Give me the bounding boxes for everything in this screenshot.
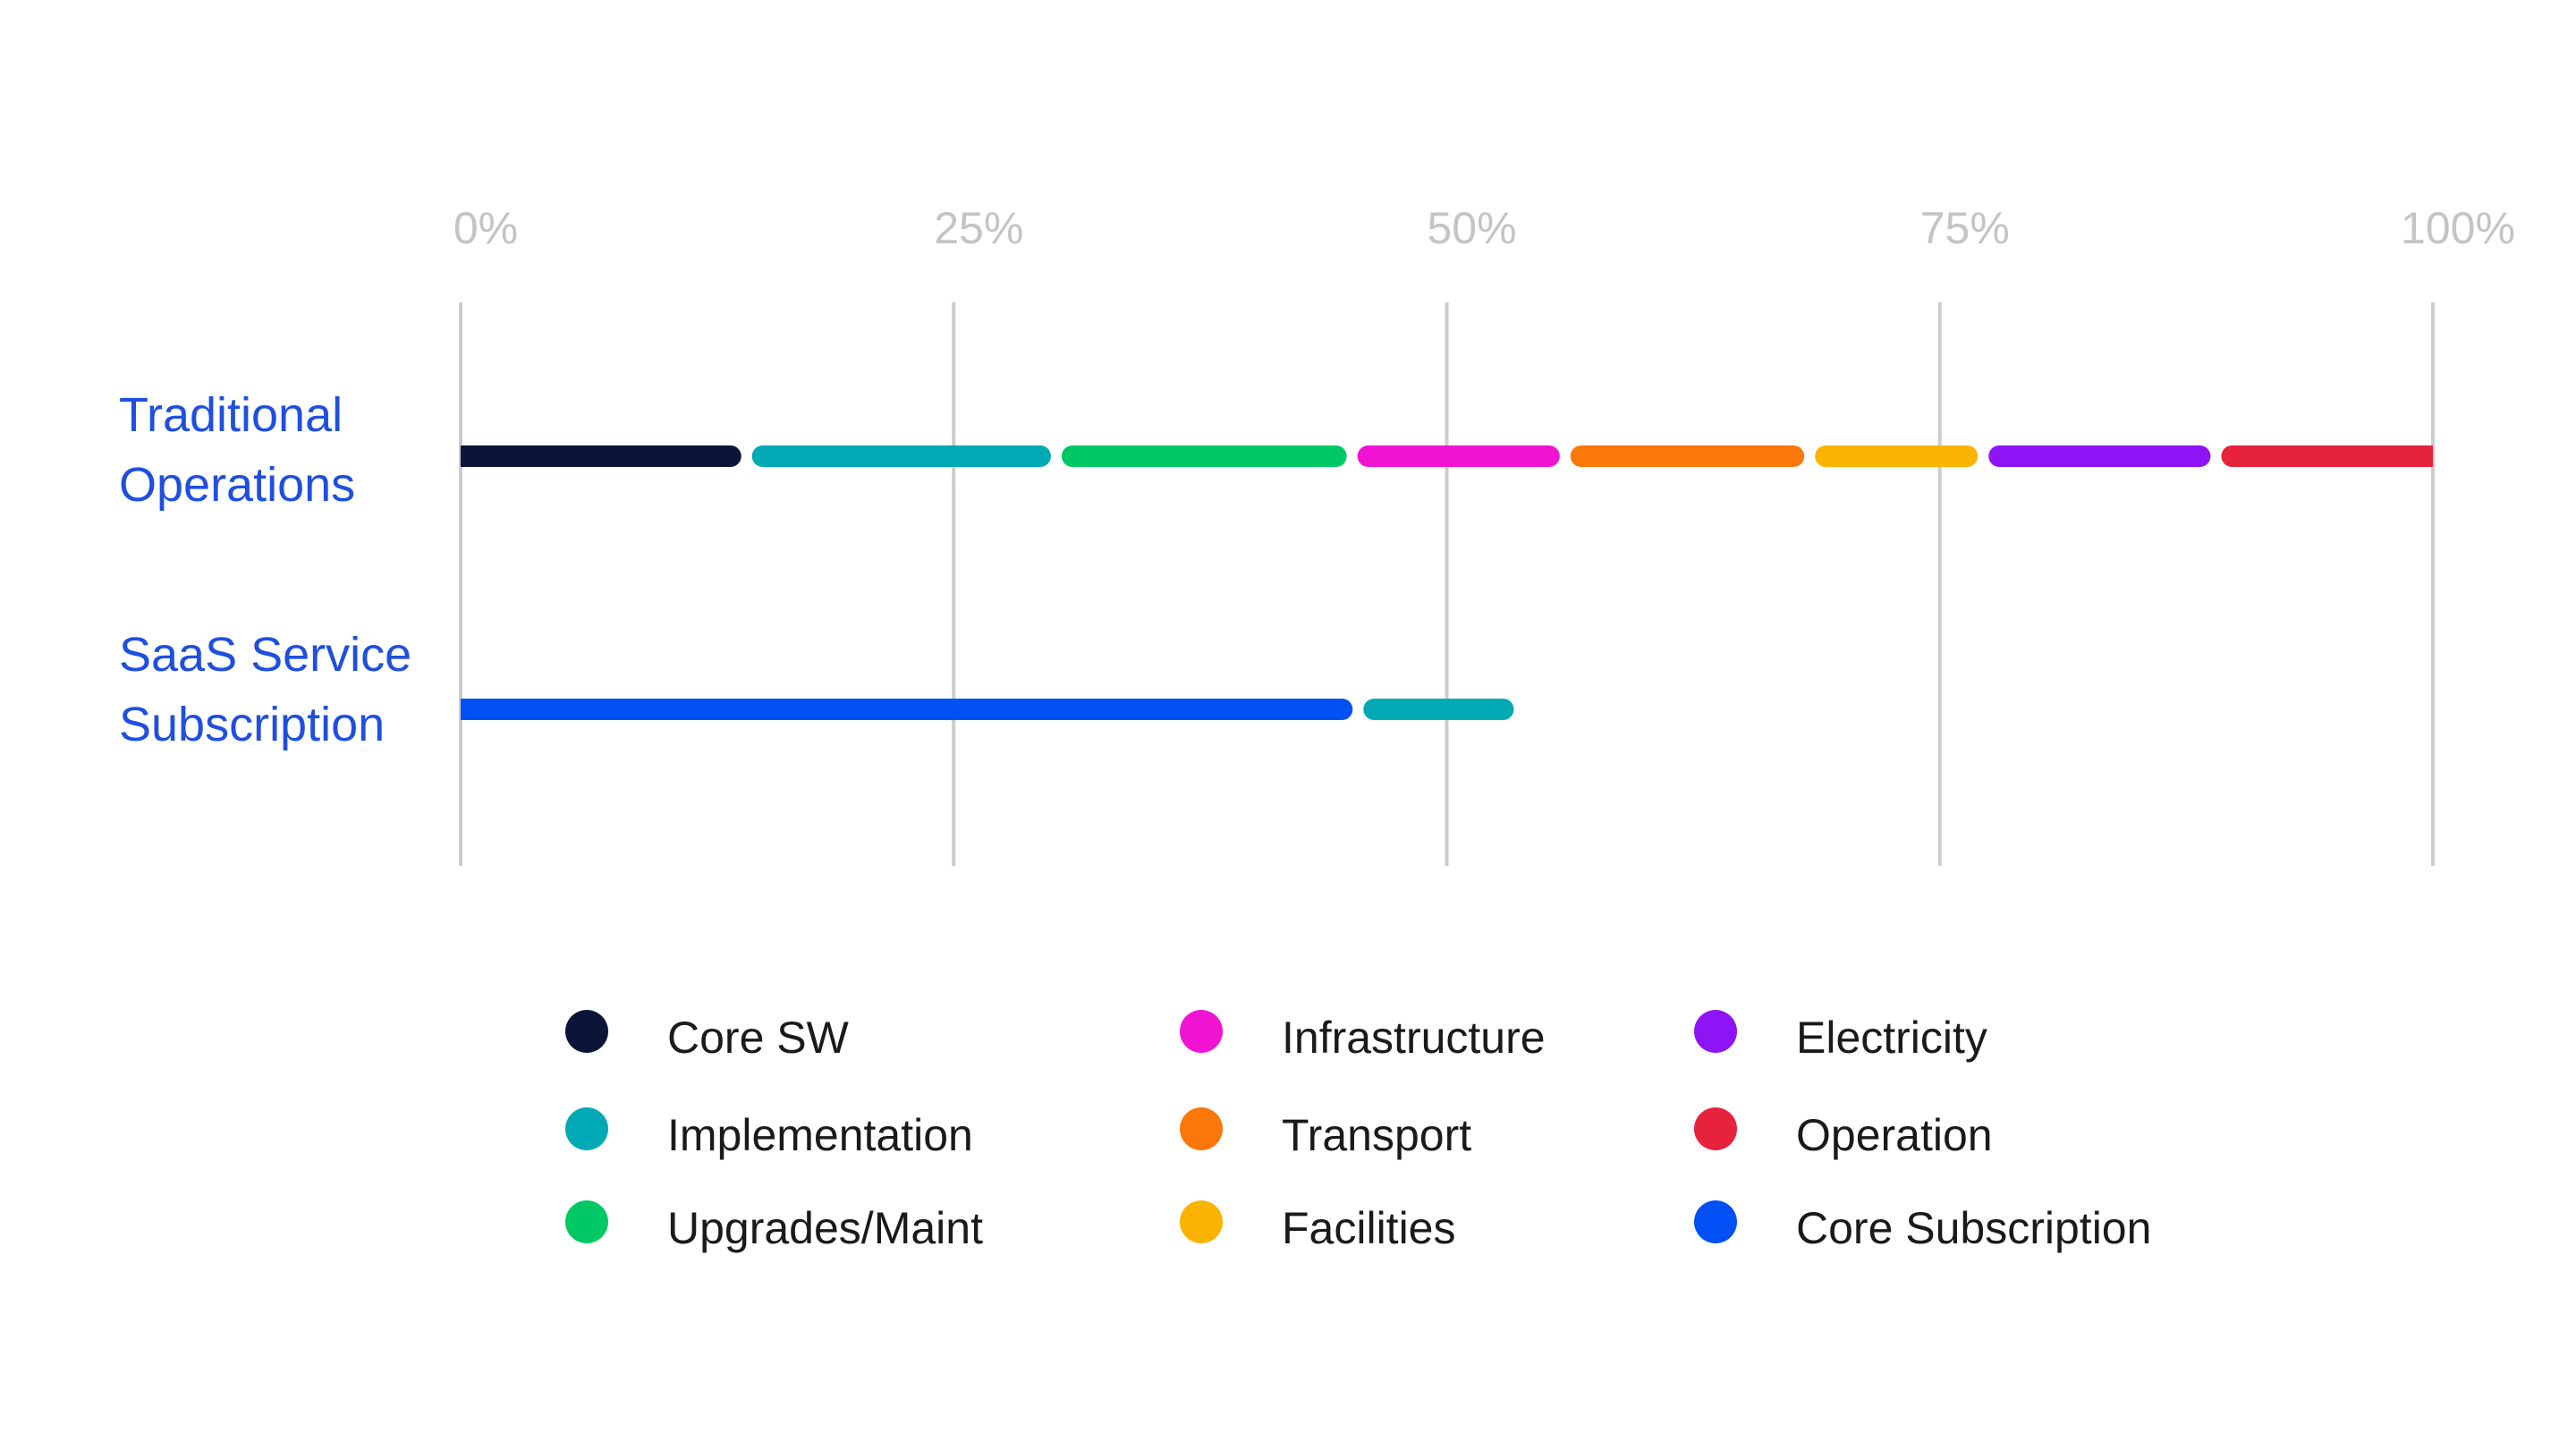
legend-swatch bbox=[1694, 1200, 1737, 1243]
legend-label: Infrastructure bbox=[1282, 1013, 1546, 1063]
legend-label: Electricity bbox=[1796, 1013, 1987, 1063]
bar-segment-shape bbox=[1815, 445, 1979, 467]
legend-swatch bbox=[1180, 1010, 1223, 1053]
legend-label: Core Subscription bbox=[1796, 1203, 2151, 1253]
x-tick-label-25: 25% bbox=[934, 203, 1023, 253]
x-tick-label-75: 75% bbox=[1920, 203, 2010, 253]
x-axis-tick-labels: 0% 25% 50% 75% 100% bbox=[453, 203, 2515, 253]
legend-item-core-subscription: Core Subscription bbox=[1694, 1200, 2151, 1253]
category-label-2-line-1: SaaS Service bbox=[119, 628, 411, 682]
bar-segment-shape bbox=[461, 699, 1353, 720]
bar-segment-shape bbox=[1061, 445, 1347, 467]
bar-segment-shape bbox=[1357, 445, 1560, 467]
legend: Core SW Implementation Upgrades/Maint Infra… bbox=[565, 1010, 2151, 1253]
category-label-1-line-1: Traditional bbox=[119, 388, 343, 442]
legend-label: Core SW bbox=[667, 1013, 850, 1063]
bar-segment-shape bbox=[1570, 445, 1805, 467]
bar-segment-edge bbox=[461, 445, 482, 467]
category-labels: Traditional Operations SaaS Service Subscri… bbox=[119, 388, 411, 751]
legend-item-infrastructure: Infrastructure bbox=[1180, 1010, 1546, 1063]
legend-item-operation: Operation bbox=[1694, 1107, 1993, 1160]
x-tick-label-50: 50% bbox=[1427, 203, 1516, 253]
legend-item-core-sw: Core SW bbox=[565, 1010, 850, 1063]
category-label-1-line-2: Operations bbox=[119, 458, 355, 512]
bar-segment-shape bbox=[751, 445, 1051, 467]
legend-swatch bbox=[1694, 1010, 1737, 1053]
legend-item-transport: Transport bbox=[1180, 1107, 1471, 1160]
legend-label: Implementation bbox=[667, 1110, 973, 1160]
bar-segment-shape bbox=[461, 445, 741, 467]
legend-label: Facilities bbox=[1282, 1203, 1455, 1253]
legend-swatch bbox=[1180, 1200, 1223, 1243]
bar-segment-1-core-sw bbox=[461, 445, 741, 467]
legend-label: Transport bbox=[1282, 1110, 1471, 1160]
bar-segment-1-facilities bbox=[1815, 445, 1979, 467]
bar-segment-shape bbox=[1988, 445, 2211, 467]
x-tick-label-100: 100% bbox=[2401, 203, 2515, 253]
bar-segment-shape bbox=[2221, 445, 2433, 467]
legend-swatch bbox=[565, 1200, 608, 1243]
legend-label: Upgrades/Maint bbox=[667, 1203, 983, 1253]
legend-swatch bbox=[1180, 1107, 1223, 1150]
legend-item-facilities: Facilities bbox=[1180, 1200, 1455, 1253]
legend-item-implementation: Implementation bbox=[565, 1107, 973, 1160]
legend-label: Operation bbox=[1796, 1110, 1993, 1160]
grid-lines bbox=[459, 302, 2435, 866]
x-tick-label-0: 0% bbox=[453, 203, 518, 253]
legend-item-electricity: Electricity bbox=[1694, 1010, 1987, 1063]
legend-item-upgrades-maint: Upgrades/Maint bbox=[565, 1200, 983, 1253]
bar-segment-edge bbox=[461, 699, 482, 720]
bar-segment-1-upgrades-maint bbox=[1061, 445, 1347, 467]
bar-segment-2-implementation bbox=[1363, 699, 1514, 720]
bar-segment-1-transport bbox=[1570, 445, 1805, 467]
legend-swatch bbox=[565, 1010, 608, 1053]
legend-swatch bbox=[565, 1107, 608, 1150]
bar-segment-1-electricity bbox=[1988, 445, 2211, 467]
bar-segment-1-operation bbox=[2221, 445, 2433, 467]
bar-segment-shape bbox=[1363, 699, 1514, 720]
bar-segment-1-infrastructure bbox=[1357, 445, 1560, 467]
category-label-2-line-2: Subscription bbox=[119, 698, 385, 751]
bar-segment-edge bbox=[2411, 445, 2433, 467]
bar-segment-2-core-subscription bbox=[461, 699, 1353, 720]
bar-segments bbox=[461, 445, 2433, 720]
bar-segment-1-implementation bbox=[751, 445, 1051, 467]
legend-swatch bbox=[1694, 1107, 1737, 1150]
